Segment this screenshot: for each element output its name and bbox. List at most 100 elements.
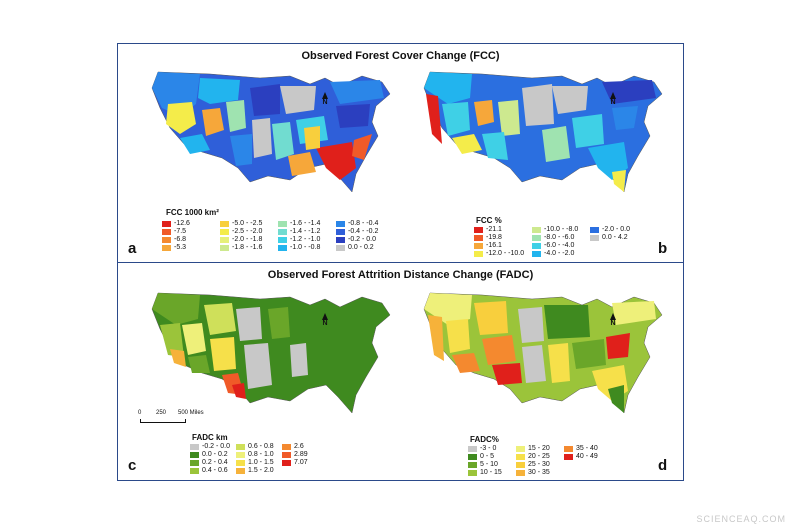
legend-swatch	[516, 445, 525, 452]
legend-item: -0.2 - 0.0	[190, 443, 230, 450]
legend-label: -5.0 - -2.5	[232, 220, 263, 227]
legend-item: -0.4 - -0.2	[336, 228, 378, 235]
legend-swatch	[162, 220, 171, 227]
legend-item: -4.0 - -2.0	[532, 250, 574, 257]
legend-item: -12.0 - -10.0	[474, 250, 524, 257]
legend-label: -0.4 - -0.2	[348, 228, 379, 235]
legend-swatch	[220, 244, 229, 251]
legend-item: 0 - 5	[468, 453, 494, 460]
legend-label: -19.8	[486, 234, 502, 241]
legend-label: 0.0 - 0.2	[202, 451, 228, 458]
north-arrow-icon	[322, 313, 328, 320]
legend-item: -2.5 - -2.0	[220, 228, 262, 235]
legend-swatch	[336, 244, 345, 251]
legend-title-b: FCC %	[476, 216, 502, 225]
panel-title-fadc: Observed Forest Attrition Distance Chang…	[267, 269, 534, 281]
legend-swatch	[278, 244, 287, 251]
north-arrow-icon	[322, 92, 328, 99]
legend-item: 15 - 20	[516, 445, 550, 452]
legend-swatch	[474, 250, 483, 257]
scale-label-250: 250	[156, 410, 167, 416]
legend-item: 0.0 - 0.2	[190, 451, 228, 458]
legend-swatch	[282, 451, 291, 458]
legend-label: -8.0 - -6.0	[544, 234, 575, 241]
watermark: SCIENCEAQ.COM	[696, 514, 786, 524]
panel-fadc: Observed Forest Attrition Distance Chang…	[118, 263, 683, 480]
legend-swatch	[162, 236, 171, 243]
map-c-fadc-km	[151, 292, 391, 414]
north-label: N	[322, 320, 328, 327]
legend-label: 0.0 - 4.2	[602, 234, 628, 241]
legend-label: 1.0 - 1.5	[248, 459, 274, 466]
legend-swatch	[220, 228, 229, 235]
legend-swatch	[468, 445, 477, 452]
legend-swatch	[564, 445, 573, 452]
panel-fcc: Observed Forest Cover Change (FCC)	[118, 44, 683, 263]
legend-title-d: FADC%	[470, 435, 499, 444]
scale-label-500: 500 Miles	[178, 410, 204, 416]
legend-item: 40 - 49	[564, 453, 598, 460]
legend-label: 5 - 10	[480, 461, 498, 468]
legend-item: -1.6 - -1.4	[278, 220, 320, 227]
legend-item: 1.5 - 2.0	[236, 467, 274, 474]
legend-item: -6.0 - -4.0	[532, 242, 574, 249]
legend-a: -12.6 -7.5 -6.8 -5.3 -5.0 - -2.5 -2.5 - -2.0-…	[162, 220, 402, 260]
legend-item: -19.8	[474, 234, 502, 241]
legend-label: -4.0 - -2.0	[544, 250, 575, 257]
legend-label: -2.0 - 0.0	[602, 226, 631, 233]
legend-swatch	[236, 443, 245, 450]
map-b-fcc-percent	[423, 71, 663, 193]
legend-label: -0.2 - 0.0	[348, 236, 377, 243]
legend-b: -21.1 -19.8 -16.1 -12.0 - -10.0 -10.0 - -8.0…	[474, 226, 674, 262]
legend-label: 2.6	[294, 443, 304, 450]
legend-swatch	[532, 250, 541, 257]
panel-letter-d: d	[658, 457, 668, 474]
legend-label: -1.4 - -1.2	[290, 228, 321, 235]
legend-item: 2.6	[282, 443, 304, 450]
legend-item: -1.0 - -0.8	[278, 244, 320, 251]
panel-title-fcc: Observed Forest Cover Change (FCC)	[301, 50, 500, 62]
legend-label: -1.6 - -1.4	[290, 220, 321, 227]
legend-swatch	[532, 234, 541, 241]
legend-item: -3 - 0	[468, 445, 496, 452]
legend-item: 5 - 10	[468, 461, 498, 468]
legend-label: -5.3	[174, 244, 187, 251]
legend-swatch	[278, 220, 287, 227]
legend-swatch	[190, 451, 199, 458]
legend-label: 10 - 15	[480, 469, 502, 476]
scale-label-0: 0	[138, 410, 142, 416]
legend-swatch	[468, 469, 477, 476]
legend-item: -0.8 - -0.4	[336, 220, 378, 227]
legend-item: 0.0 - 0.2	[336, 244, 374, 251]
legend-label: 20 - 25	[528, 453, 550, 460]
legend-swatch	[336, 220, 345, 227]
legend-swatch	[336, 236, 345, 243]
legend-item: 7.07	[282, 459, 308, 466]
legend-label: -1.8 - -1.6	[232, 244, 263, 251]
legend-label: -2.0 - -1.8	[232, 236, 263, 243]
legend-label: -1.2 - -1.0	[290, 236, 321, 243]
legend-label: -0.8 - -0.4	[348, 220, 379, 227]
legend-item: -1.2 - -1.0	[278, 236, 320, 243]
legend-swatch	[282, 459, 291, 466]
legend-item: 20 - 25	[516, 453, 550, 460]
legend-label: 40 - 49	[576, 453, 598, 460]
legend-label: -21.1	[486, 226, 502, 233]
legend-swatch	[220, 236, 229, 243]
legend-label: -10.0 - -8.0	[544, 226, 579, 233]
panel-letter-b: b	[658, 240, 668, 257]
legend-item: 10 - 15	[468, 469, 502, 476]
legend-swatch	[278, 236, 287, 243]
legend-swatch	[474, 234, 483, 241]
legend-title-a: FCC 1000 km²	[166, 208, 219, 217]
north-arrow-d: N	[608, 313, 618, 327]
legend-swatch	[516, 461, 525, 468]
legend-item: -2.0 - 0.0	[590, 226, 630, 233]
legend-label: 0.4 - 0.6	[202, 467, 228, 474]
legend-label: -0.2 - 0.0	[202, 443, 231, 450]
legend-label: 35 - 40	[576, 445, 598, 452]
legend-swatch	[236, 467, 245, 474]
north-arrow-a: N	[320, 92, 330, 106]
legend-item: -16.1	[474, 242, 502, 249]
legend-item: -21.1	[474, 226, 502, 233]
